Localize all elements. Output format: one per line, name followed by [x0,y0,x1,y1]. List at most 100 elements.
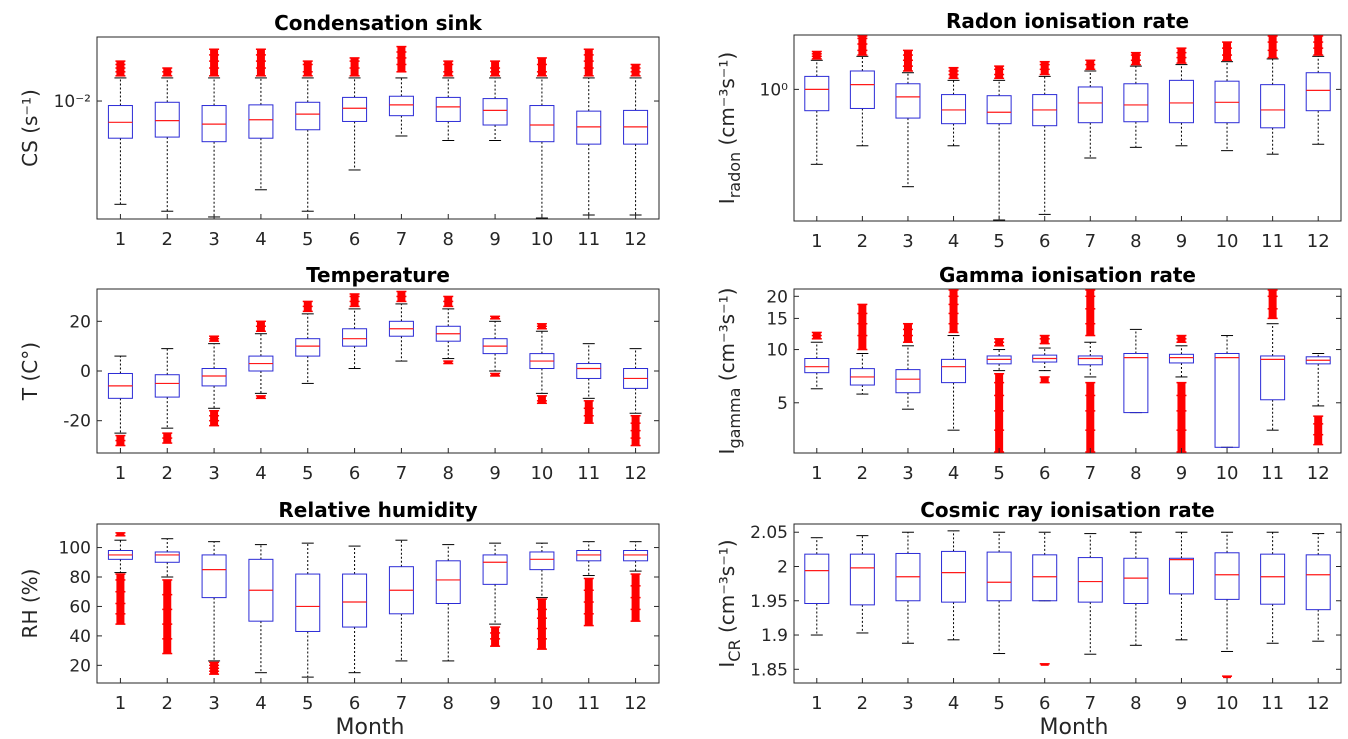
x-tick-label: 3 [208,229,219,250]
y-axis-label-units: (cm⁻³s⁻¹) [715,52,739,152]
x-tick-label: 5 [302,693,313,714]
x-tick-label: 12 [624,693,647,714]
outlier-high-band [949,290,958,333]
box-month-3 [201,541,227,675]
iqr-box [804,75,830,112]
outlier-high-band [210,49,219,76]
box-month-6 [342,545,368,674]
box-month-11 [1260,289,1286,431]
x-tick-label: 1 [115,229,126,250]
x-tick-label: 12 [624,229,647,250]
iqr-box [804,553,830,604]
box-month-12 [623,541,649,622]
x-tick-label: 10 [1216,463,1239,484]
box-month-7 [388,45,414,137]
x-tick-label: 8 [443,693,454,714]
iqr-box [435,560,461,604]
x-tick-label: 7 [1085,693,1096,714]
y-axis-label-main: I [715,198,739,204]
box-month-9 [1168,531,1194,641]
x-tick-label: 4 [948,463,959,484]
x-axis-label-left: Month [336,715,405,739]
box-month-9 [1168,47,1194,147]
box-month-8 [1123,51,1149,148]
box-month-10 [529,542,555,650]
y-tick-label: 60 [69,597,91,617]
iqr-box [1260,355,1286,401]
panel-cosmic-ray-ionisation-rate: Cosmic ray ionisation rate ICR (cm⁻³s⁻¹) 2… [715,498,1342,714]
outlier-high-band [858,304,867,350]
outlier-low-band [537,599,546,650]
x-tick-label: 7 [1085,231,1096,252]
box-month-1 [107,60,133,205]
iqr-box [1305,554,1331,611]
box-month-8 [1123,328,1149,414]
iqr-box [201,554,227,599]
y-tick-label: 0 [80,362,91,382]
x-tick-label: 1 [115,693,126,714]
x-tick-label: 8 [443,463,454,484]
box-month-7 [1077,533,1103,655]
y-tick-label: 2.05 [750,523,788,543]
iqr-box [1168,353,1194,364]
outlier-low-band [163,579,172,654]
box-month-10 [1214,335,1240,448]
box-month-6 [342,57,368,171]
x-tick-label: 5 [302,229,313,250]
box-month-1 [804,50,830,165]
iqr-box [941,550,967,603]
outlier-low-band [116,574,125,625]
iqr-box [1168,79,1194,124]
box-month-7 [1077,289,1103,453]
y-tick-label: -20 [63,412,91,432]
x-tick-label: 12 [624,463,647,484]
iqr-box [529,551,555,571]
x-tick-label: 6 [1039,463,1050,484]
iqr-box [154,374,180,398]
x-tick-label: 4 [255,229,266,250]
outlier-low-band [995,373,1004,452]
y-tick-label: 1.85 [750,660,788,680]
iqr-box [248,104,274,139]
outlier-high-band [303,61,312,76]
iqr-box [1260,553,1286,605]
box-month-11 [576,343,602,424]
box-month-2 [849,303,875,395]
outlier-high-band [350,293,359,307]
iqr-box [1123,83,1149,123]
x-tick-label: 11 [577,229,600,250]
box-month-2 [849,35,875,147]
y-axis-label-main: I [715,449,739,455]
box-month-6 [1032,60,1058,215]
x-tick-label: 9 [489,229,500,250]
iqr-box [154,551,180,563]
outlier-high-band [1314,36,1323,56]
x-tick-label: 3 [208,693,219,714]
x-tick-label: 5 [993,231,1004,252]
x-tick-label: 9 [489,463,500,484]
box-month-12 [623,348,649,447]
box-month-6 [1032,531,1058,666]
outlier-high-band [444,61,453,76]
x-tick-label: 8 [443,229,454,250]
iqr-box [295,101,321,131]
y-tick-label: 100 [59,539,91,559]
box-month-8 [435,60,461,142]
x-tick-label: 8 [1130,463,1141,484]
x-tick-label: 2 [162,463,173,484]
box-month-12 [1305,533,1331,642]
x-tick-label: 2 [162,229,173,250]
chart-title: Radon ionisation rate [946,9,1189,33]
x-tick-label: 10 [1216,693,1239,714]
box-month-3 [201,48,227,218]
iqr-box [986,95,1012,125]
y-axis-label-units: (cm⁻³s⁻¹) [715,288,739,388]
y-tick-label: 1.95 [750,592,788,612]
chart-title: Temperature [306,263,450,287]
x-tick-label: 3 [902,463,913,484]
box-month-5 [986,338,1012,453]
chart-title: Cosmic ray ionisation rate [920,498,1215,522]
iqr-box [388,95,414,117]
